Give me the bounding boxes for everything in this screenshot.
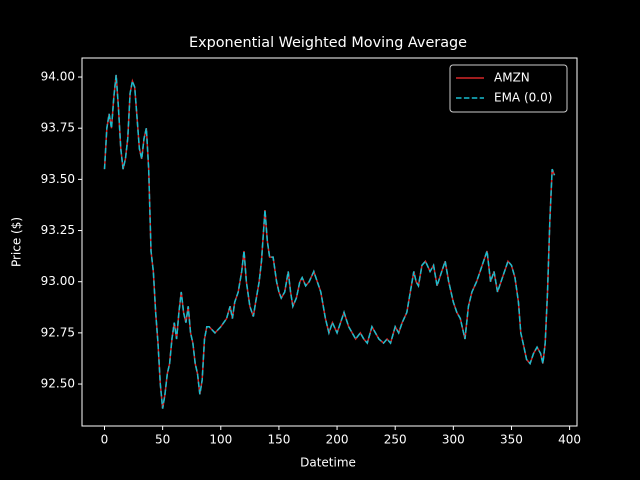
y-tick-label: 93.25 — [41, 223, 75, 237]
y-tick-label: 94.00 — [41, 70, 75, 84]
x-tick-label: 50 — [155, 433, 170, 447]
y-axis-label: Price ($) — [10, 217, 24, 267]
legend-frame — [449, 64, 568, 113]
plot-frame — [81, 57, 578, 427]
y-tick-label: 93.75 — [41, 121, 75, 135]
chart-title: Exponential Weighted Moving Average — [189, 35, 467, 51]
series-line — [103, 74, 556, 409]
x-tick-label: 400 — [558, 433, 581, 447]
x-tick-label: 200 — [326, 433, 349, 447]
y-tick-label: 92.75 — [41, 325, 75, 339]
x-axis-label: Datetime — [300, 456, 356, 470]
x-tick-label: 100 — [209, 433, 232, 447]
x-tick-label: 0 — [101, 433, 109, 447]
legend-label: AMZN — [494, 71, 530, 85]
x-tick-label: 350 — [500, 433, 523, 447]
x-tick-label: 300 — [442, 433, 465, 447]
y-tick-label: 92.50 — [41, 377, 75, 391]
legend-label: EMA (0.0) — [494, 91, 552, 105]
series-line — [103, 74, 556, 409]
y-tick-label: 93.00 — [41, 274, 75, 288]
x-tick-label: 250 — [384, 433, 407, 447]
y-tick-label: 93.50 — [41, 172, 75, 186]
x-tick-label: 150 — [267, 433, 290, 447]
